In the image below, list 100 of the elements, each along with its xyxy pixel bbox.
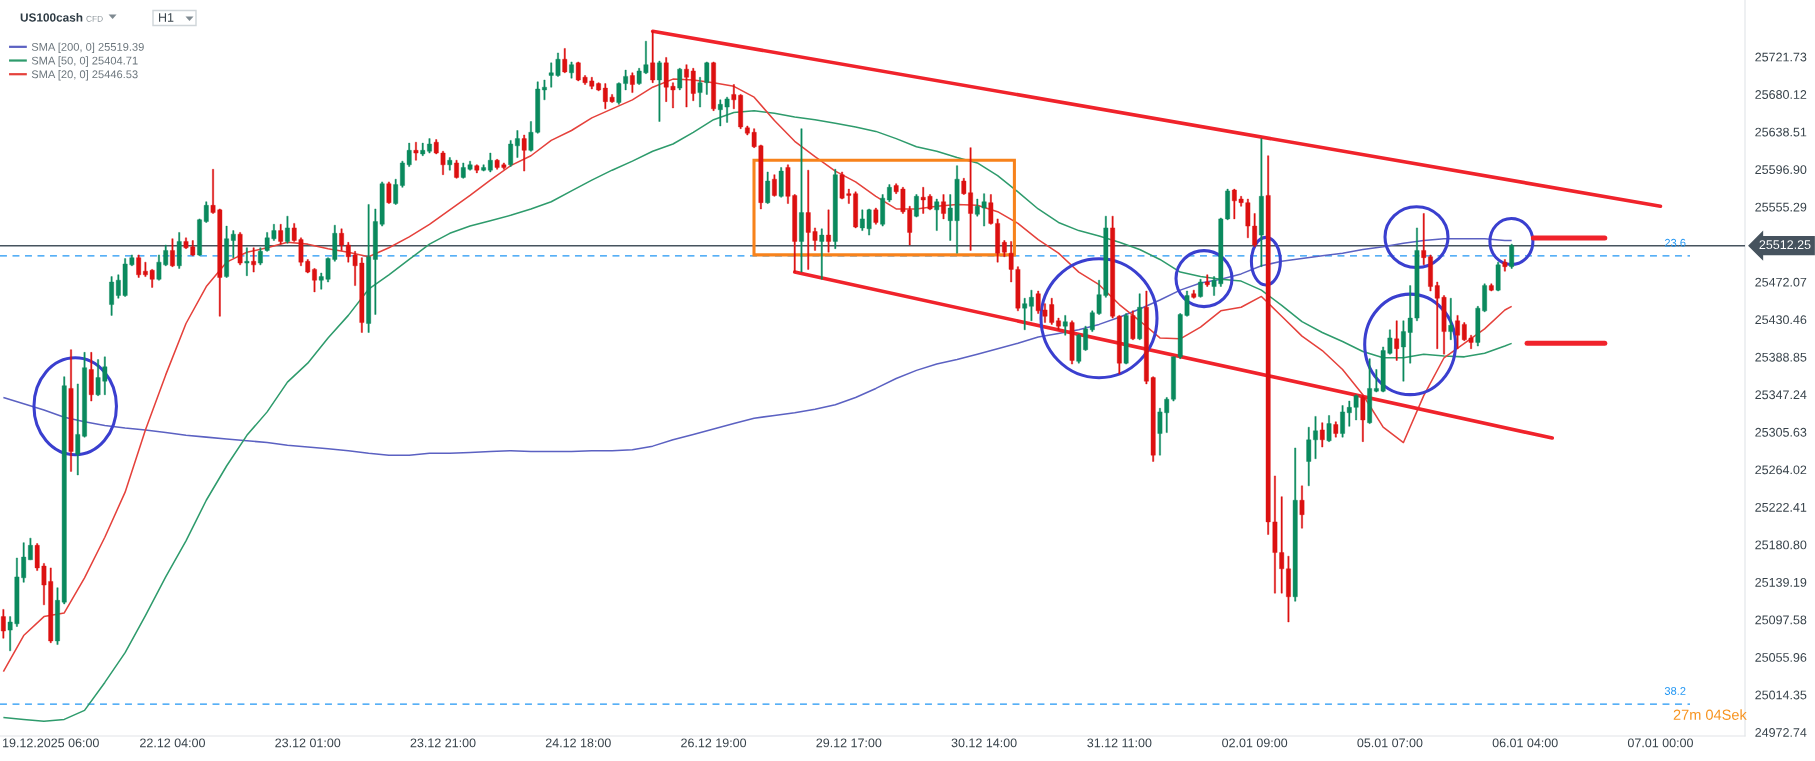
x-tick-label: 02.01 09:00 [1222, 738, 1288, 748]
y-tick-label: 25264.02 [1755, 465, 1807, 475]
x-tick-label: 24.12 18:00 [545, 738, 611, 748]
candlestick [515, 130, 520, 158]
candlestick [941, 194, 946, 220]
x-tick-label: 06.01 04:00 [1492, 738, 1558, 748]
candlestick [1319, 422, 1325, 448]
candlestick [258, 247, 263, 266]
candlestick [677, 68, 683, 91]
candlestick [1069, 320, 1075, 365]
y-tick-label: 25596.90 [1755, 165, 1807, 175]
candlestick [873, 207, 879, 225]
candlestick [1333, 421, 1339, 438]
candlestick [778, 167, 784, 198]
y-tick-label: 25638.51 [1755, 127, 1807, 137]
x-tick-label: 29.12 17:00 [816, 738, 882, 748]
y-tick-label: 25472.07 [1755, 277, 1807, 287]
candlestick [278, 224, 284, 245]
candlestick [1394, 320, 1400, 361]
x-tick-label: 23.12 21:00 [410, 738, 476, 748]
candlestick [1204, 274, 1210, 287]
candlestick [569, 61, 574, 79]
candlestick [1123, 313, 1129, 365]
candlestick [1299, 485, 1305, 529]
text: US100cash [20, 13, 83, 22]
candlestick [657, 60, 662, 122]
candlestick [481, 164, 486, 172]
candlestick [1029, 289, 1034, 321]
candlestick [1062, 315, 1068, 336]
annotation: 27m 04Sek [1673, 709, 1747, 720]
candlestick [251, 247, 257, 273]
y-tick-label: 25555.29 [1755, 202, 1807, 212]
candlestick [1340, 405, 1345, 438]
candlestick [176, 232, 182, 269]
x-tick-label: 19.12.2025 06:00 [3, 738, 99, 748]
candlestick [366, 204, 371, 333]
x-tick-label: 05.01 07:00 [1357, 738, 1423, 748]
ref-line-label: 25512.25 [1759, 240, 1811, 250]
y-tick-label: 25388.85 [1755, 352, 1807, 362]
candlestick [630, 72, 635, 93]
x-tick-label: 30.12 14:00 [951, 738, 1017, 748]
annotation: 38.2 [1664, 687, 1686, 695]
candlestick [1448, 298, 1454, 340]
y-tick-label: 25430.46 [1755, 315, 1807, 325]
candlestick [1191, 289, 1197, 299]
candlestick [650, 31, 656, 83]
candlestick [1326, 415, 1332, 442]
candlestick [285, 215, 290, 244]
y-tick-label: 25139.19 [1755, 577, 1807, 587]
line-series [2, 237, 1513, 456]
candlestick [1292, 447, 1298, 602]
candlestick [1488, 283, 1494, 292]
y-tick-label: 25180.80 [1755, 540, 1807, 550]
candlestick [1367, 358, 1372, 424]
candlestick [88, 352, 94, 402]
y-tick-label: 25680.12 [1755, 90, 1807, 99]
x-tick-label: 26.12 19:00 [681, 738, 747, 748]
candlestick [934, 198, 940, 231]
candlestick [826, 209, 831, 253]
y-tick-label: 25222.41 [1755, 502, 1807, 512]
candlestick [386, 181, 392, 204]
candlestick [562, 48, 568, 73]
candlestick [487, 152, 493, 173]
y-tick-label: 25305.63 [1755, 427, 1807, 437]
y-tick-label: 24972.74 [1755, 728, 1807, 737]
y-tick-label: 25055.96 [1755, 653, 1807, 662]
candlestick [244, 247, 250, 276]
candlestick [765, 171, 771, 204]
legend-label: SMA [20, 0] 25446.53 [31, 70, 138, 81]
annotation: 23.6 [1664, 238, 1686, 247]
legend-label: SMA [200, 0] 25519.39 [31, 42, 144, 54]
x-tick-label: 31.12 11:00 [1087, 738, 1152, 748]
annotation: H1 [159, 13, 174, 22]
y-tick-label: 25014.35 [1755, 690, 1807, 700]
candlestick [230, 230, 236, 258]
candlestick [339, 228, 344, 251]
candlestick [1022, 298, 1028, 331]
candlestick [170, 238, 175, 267]
candlestick [1502, 259, 1508, 272]
candlestick [1495, 261, 1501, 292]
candlestick [832, 169, 838, 249]
y-tick-label: 25097.58 [1755, 615, 1807, 625]
candlestick [1130, 310, 1136, 340]
candlestick [447, 157, 453, 171]
candlestick [1259, 138, 1264, 267]
candlestick [474, 164, 480, 174]
x-tick-label: 23.12 01:00 [275, 738, 341, 748]
candlestick [1360, 395, 1366, 442]
x-tick-label: 22.12 04:00 [140, 738, 205, 748]
y-tick-label: 25721.73 [1755, 52, 1807, 62]
candlestick [68, 349, 74, 472]
candlestick [413, 142, 419, 161]
text: CFD [86, 15, 103, 22]
candlestick [237, 232, 243, 266]
legend-label: SMA [50, 0] 25404.71 [31, 56, 138, 67]
candlestick [799, 128, 804, 273]
y-tick-label: 25347.24 [1755, 390, 1807, 400]
candlestick [819, 228, 825, 280]
candlestick [521, 134, 527, 172]
candlestick [1, 609, 6, 639]
